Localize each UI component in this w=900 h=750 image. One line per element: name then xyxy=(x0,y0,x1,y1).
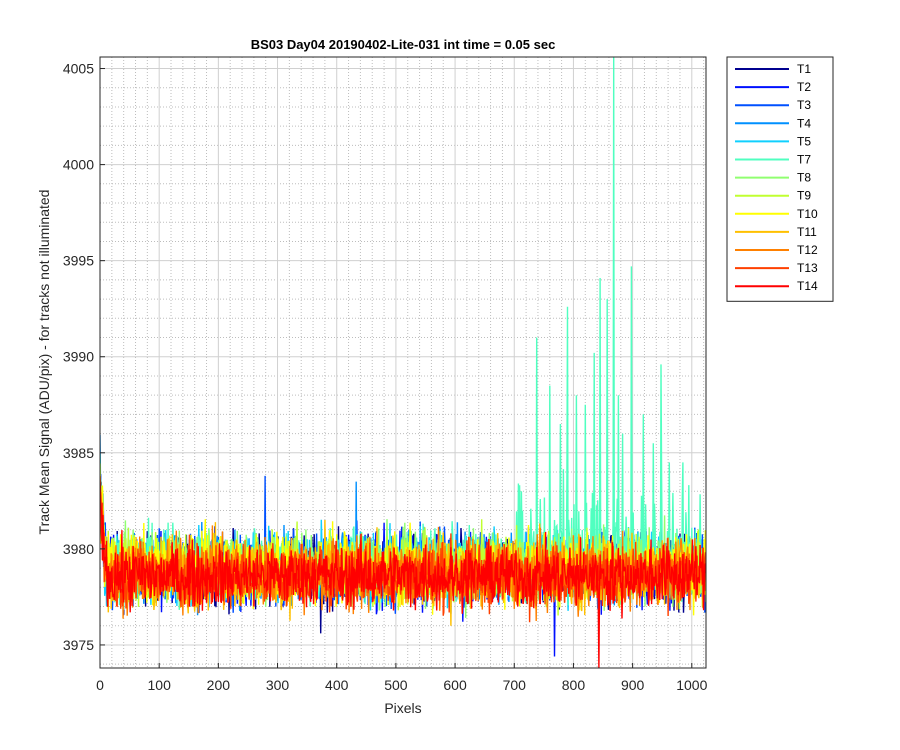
legend-entry-T7: T7 xyxy=(797,153,811,167)
y-tick-label: 3985 xyxy=(63,445,94,461)
legend-entry-T2: T2 xyxy=(797,80,811,94)
legend-entry-T9: T9 xyxy=(797,189,811,203)
y-axis-label: Track Mean Signal (ADU/pix) - for tracks… xyxy=(36,190,52,535)
x-tick-label: 600 xyxy=(443,677,467,693)
legend-entry-T8: T8 xyxy=(797,171,811,185)
y-tick-label: 3975 xyxy=(63,637,94,653)
x-tick-label: 900 xyxy=(621,677,645,693)
y-tick-label: 3990 xyxy=(63,349,94,365)
chart-title: BS03 Day04 20190402-Lite-031 int time = … xyxy=(251,37,556,52)
x-tick-label: 500 xyxy=(384,677,408,693)
x-tick-label: 400 xyxy=(325,677,349,693)
legend-entry-T10: T10 xyxy=(797,207,818,221)
legend-entry-T3: T3 xyxy=(797,98,811,112)
x-tick-label: 700 xyxy=(503,677,527,693)
legend-entry-T14: T14 xyxy=(797,279,818,293)
y-tick-label: 3995 xyxy=(63,253,94,269)
x-tick-label: 800 xyxy=(562,677,586,693)
legend-entry-T11: T11 xyxy=(797,225,817,239)
plot-area xyxy=(100,57,706,668)
ticks: 0 100 200 300 400 500 600 700 800 900 1000 3975 3980… xyxy=(63,61,708,693)
legend-entry-T13: T13 xyxy=(797,261,818,275)
legend-entry-T12: T12 xyxy=(797,243,818,257)
axes-box xyxy=(99,56,707,669)
y-tick-label: 3980 xyxy=(63,541,94,557)
y-tick-label: 4005 xyxy=(63,61,94,77)
series-line-T14 xyxy=(100,476,706,668)
y-tick-label: 4000 xyxy=(63,157,94,173)
legend-box xyxy=(726,56,834,302)
x-tick-label: 200 xyxy=(207,677,231,693)
legend-entry-T1: T1 xyxy=(797,62,811,76)
series-group xyxy=(100,57,706,668)
x-tick-label: 300 xyxy=(266,677,290,693)
x-axis-label: Pixels xyxy=(384,700,421,716)
legend: T1 T2 T3 T4 T5 T7 T8 T9 T10 T11 T12 T13 T14 xyxy=(726,56,834,302)
x-tick-label: 100 xyxy=(148,677,172,693)
legend-entry-T4: T4 xyxy=(797,116,811,130)
x-tick-label: 1000 xyxy=(676,677,707,693)
x-tick-label: 0 xyxy=(96,677,104,693)
legend-entry-T5: T5 xyxy=(797,134,811,148)
